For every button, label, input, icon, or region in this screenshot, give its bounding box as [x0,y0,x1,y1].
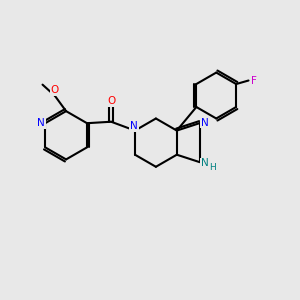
Text: O: O [107,96,115,106]
Text: N: N [130,121,138,131]
Text: N: N [201,118,208,128]
Text: O: O [51,85,59,95]
Text: N: N [38,118,45,128]
Text: H: H [209,163,216,172]
Text: F: F [250,76,256,85]
Text: N: N [201,158,208,168]
